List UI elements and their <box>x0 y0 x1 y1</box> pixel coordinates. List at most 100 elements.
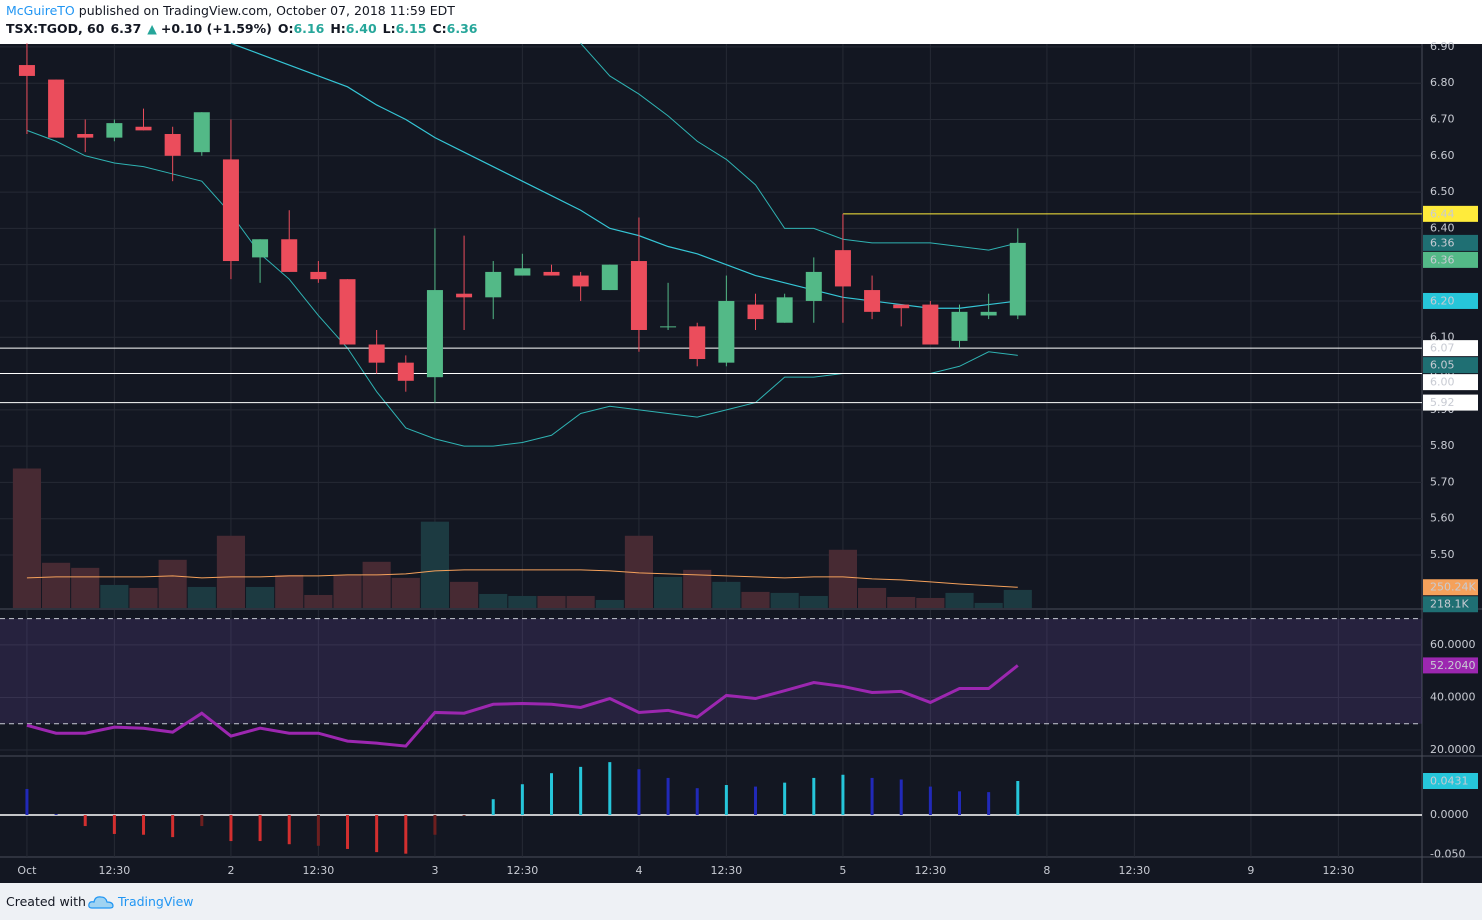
x-tick-label: 8 <box>1043 864 1050 877</box>
candle-body <box>776 297 793 323</box>
candle-body <box>193 112 210 153</box>
axis-value-label: 6.20 <box>1430 294 1455 307</box>
y-tick-label: 6.10 <box>1430 330 1455 343</box>
footer: Created with TradingView <box>0 883 1482 920</box>
candle-body <box>1009 242 1026 316</box>
author[interactable]: McGuireTO <box>6 3 75 18</box>
histogram-bar <box>754 786 758 816</box>
candle-body <box>456 293 473 298</box>
axis-value-label: 6.07 <box>1430 342 1455 355</box>
candle-body <box>922 304 939 345</box>
volume-bar <box>158 559 187 608</box>
published: published on TradingView.com, October 07… <box>78 3 455 18</box>
created-with: Created with <box>6 894 86 909</box>
candle-body <box>164 134 181 156</box>
volume-bar <box>42 562 71 608</box>
change: +0.10 (+1.59%) <box>160 21 272 36</box>
volume-bar <box>566 595 595 608</box>
candle-body <box>543 271 560 276</box>
x-tick-label: 12:30 <box>507 864 539 877</box>
histogram-bar <box>171 815 175 838</box>
volume-bar <box>916 597 945 608</box>
histogram-bar <box>812 777 816 816</box>
candle-body <box>893 304 910 309</box>
candle-body <box>980 311 997 316</box>
candle-body <box>252 239 269 258</box>
y-tick-label: -0.050 <box>1430 847 1465 860</box>
histogram-bar <box>433 815 437 835</box>
symbol: TSX:TGOD, 60 <box>6 21 105 36</box>
histogram-bar <box>1016 780 1020 816</box>
volume-bar <box>246 586 275 608</box>
volume-bar <box>770 592 799 608</box>
histogram-bar <box>83 815 87 827</box>
axis-value-label: 52.2040 <box>1430 659 1476 672</box>
candle-body <box>281 239 298 272</box>
axis-value-box <box>1423 579 1478 596</box>
histogram-bar <box>550 773 554 816</box>
y-tick-label: 5.50 <box>1430 548 1455 561</box>
candle-body <box>514 268 531 276</box>
histogram-bar <box>54 814 58 816</box>
histogram-bar <box>112 815 116 834</box>
candle-body <box>368 344 385 363</box>
volume-bar <box>508 595 537 608</box>
histogram-bar <box>695 788 699 816</box>
volume-bar <box>420 521 450 608</box>
candle-body <box>805 271 822 301</box>
volume-bar <box>1003 589 1032 608</box>
axis-value-label: 6.00 <box>1430 376 1455 389</box>
brand[interactable]: TradingView <box>118 894 194 909</box>
close: 6.36 <box>446 21 478 36</box>
histogram-bar <box>637 769 641 816</box>
axis-value-label: 0.0431 <box>1430 774 1469 787</box>
histogram-bar <box>404 815 408 854</box>
axis-value-box <box>1423 596 1478 613</box>
candle-body <box>747 304 764 320</box>
candle-body <box>397 362 414 381</box>
high-label: H: <box>330 21 346 36</box>
histogram-bar <box>841 774 845 816</box>
brand-logo[interactable] <box>88 894 114 910</box>
y-tick-label: 6.60 <box>1430 149 1455 162</box>
logo-cloud <box>88 896 114 909</box>
open-label: O: <box>277 21 294 36</box>
histogram-bar <box>899 779 903 816</box>
axis-value-box <box>1423 394 1478 411</box>
volume-bar <box>391 577 420 608</box>
volume-bar <box>945 592 974 608</box>
x-tick-label: 12:30 <box>915 864 947 877</box>
x-tick-label: 3 <box>431 864 438 877</box>
low: 6.15 <box>395 21 427 36</box>
candle-body <box>630 261 647 330</box>
header-line-2: TSX:TGOD, 60 6.37 ▲ +0.10 (+1.59%) O:6.16 H:6… <box>6 21 477 36</box>
candle-body <box>718 300 735 363</box>
histogram-bar <box>928 786 932 816</box>
histogram-bar <box>666 777 670 816</box>
histogram-bar <box>142 815 146 835</box>
volume-bar <box>741 591 770 608</box>
volume-bar <box>595 599 624 608</box>
open: 6.16 <box>293 21 325 36</box>
volume-bar <box>974 602 1003 608</box>
candle-body <box>426 290 443 378</box>
candle-body <box>834 250 851 287</box>
y-tick-label: 6.40 <box>1430 221 1455 234</box>
histogram-bar <box>870 777 874 816</box>
candle-body <box>222 159 239 262</box>
chart-background <box>0 44 1482 883</box>
axis-value-box <box>1423 772 1478 789</box>
axis-value-box <box>1423 205 1478 222</box>
candle-body <box>660 326 677 328</box>
axis-value-box <box>1423 374 1478 391</box>
axis-value-box <box>1423 251 1478 268</box>
axis-value-label: 6.44 <box>1430 207 1455 220</box>
volume-bar <box>100 584 129 608</box>
low-label: L: <box>382 21 396 36</box>
volume-bar <box>828 549 858 608</box>
candle-body <box>689 326 706 360</box>
candle-body <box>106 123 123 138</box>
candle-body <box>951 311 968 341</box>
